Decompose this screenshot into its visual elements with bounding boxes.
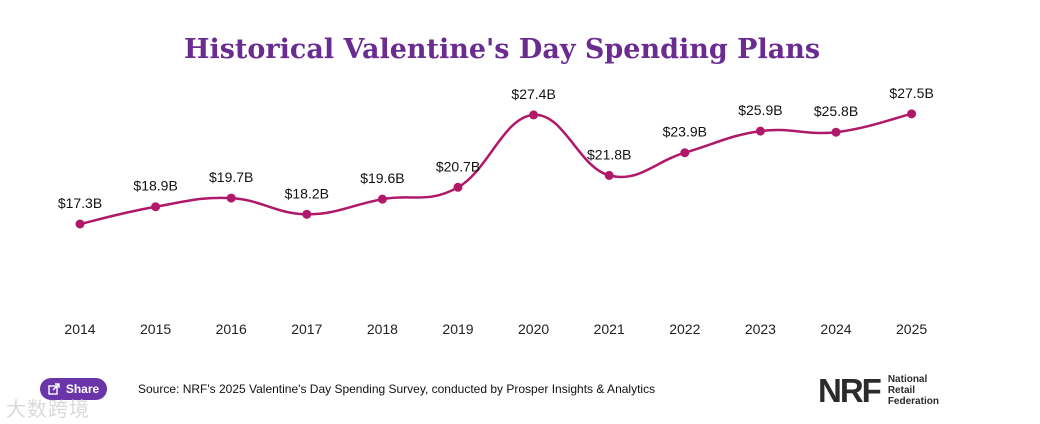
chart-title: Historical Valentine's Day Spending Plan… (184, 34, 820, 65)
series-line (79, 112, 912, 226)
data-label-2014: $17.3B (58, 195, 102, 211)
logo-line-2: Retail (887, 385, 916, 396)
data-point-2023 (755, 126, 765, 136)
share-icon (48, 383, 60, 395)
x-tick-label-2025: 2025 (896, 321, 927, 337)
logo-line-3: Federation (887, 396, 939, 407)
data-label-2023: $25.9B (738, 102, 782, 118)
data-label-2015: $18.9B (133, 178, 177, 194)
data-label-2021: $21.8B (587, 146, 631, 162)
data-point-2015 (151, 202, 161, 212)
data-point-2019 (453, 182, 463, 192)
x-tick-label-2014: 2014 (64, 321, 95, 337)
data-point-2022 (680, 148, 690, 158)
share-label: Share (65, 382, 100, 396)
data-point-2014 (75, 219, 85, 229)
x-tick-label-2016: 2016 (216, 321, 247, 337)
x-tick-label-2017: 2017 (291, 321, 322, 337)
data-label-2016: $19.7B (209, 169, 253, 185)
data-point-2021 (604, 170, 614, 180)
x-tick-label-2024: 2024 (820, 321, 851, 337)
x-tick-label-2023: 2023 (745, 321, 776, 337)
data-label-2022: $23.9B (663, 124, 707, 140)
data-point-2018 (377, 194, 387, 204)
share-button[interactable]: Share (40, 378, 107, 400)
x-tick-label-2021: 2021 (594, 321, 625, 337)
logo-words: National Retail Federation (888, 374, 939, 407)
data-label-2017: $18.2B (285, 185, 329, 201)
data-point-2016 (226, 193, 236, 203)
x-tick-label-2022: 2022 (669, 321, 700, 337)
x-tick-label-2015: 2015 (140, 321, 171, 337)
data-label-2019: $20.7B (436, 158, 480, 174)
data-point-2020 (529, 110, 539, 120)
data-label-2020: $27.4B (511, 86, 555, 102)
logo-line-1: National (887, 374, 928, 385)
data-point-2024 (831, 127, 841, 137)
watermark: 大数跨境 (6, 397, 90, 421)
logo-mark: NRF (818, 372, 882, 409)
source-note: Source: NRF's 2025 Valentine's Day Spend… (138, 382, 656, 396)
data-point-2025 (907, 109, 917, 119)
nrf-logo: NRF National Retail Federation (818, 374, 939, 407)
data-label-2025: $27.5B (889, 85, 933, 101)
data-label-2018: $19.6B (360, 170, 404, 186)
x-tick-label-2020: 2020 (518, 321, 549, 337)
x-tick-label-2018: 2018 (367, 321, 398, 337)
x-tick-label-2019: 2019 (442, 321, 473, 337)
data-point-2017 (302, 209, 312, 219)
data-label-2024: $25.8B (814, 103, 858, 119)
